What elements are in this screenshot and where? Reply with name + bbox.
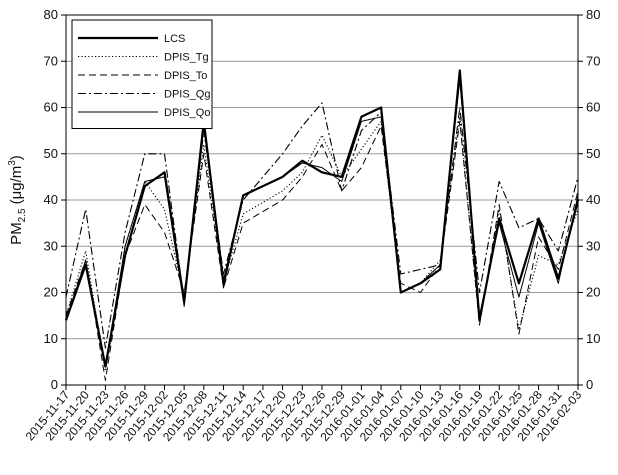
legend: LCS DPIS_Tg DPIS_To DPIS_Qg DPIS_Qo [71, 19, 213, 129]
series-line-3 [65, 120, 579, 381]
left-y-tick-label: 20 [44, 285, 58, 300]
legend-label-5: DPIS_Qo [164, 107, 210, 119]
legend-label-2: DPIS_Tg [164, 52, 209, 64]
left-y-tick-label: 70 [44, 53, 58, 68]
legend-label-4: DPIS_Qg [164, 89, 210, 101]
x-axis: 2015-11-172015-11-202015-11-232015-11-26… [23, 385, 585, 444]
right-y-tick-label: 10 [586, 331, 600, 346]
right-y-axis: 0 10 20 30 40 50 60 70 80 [578, 7, 600, 392]
left-y-tick-label: 50 [44, 146, 58, 161]
legend-label-3: DPIS_To [164, 70, 207, 82]
y-label-main: PM [8, 222, 25, 245]
left-y-axis: 0 10 20 30 40 50 60 70 80 [44, 7, 66, 392]
left-y-tick-label: 40 [44, 192, 58, 207]
y-axis-label: PM2.5 (μg/m3) [7, 155, 28, 245]
y-label-unit-close: ) [8, 155, 25, 160]
right-y-tick-label: 80 [586, 7, 600, 22]
right-y-tick-label: 50 [586, 146, 600, 161]
left-y-tick-label: 0 [51, 377, 58, 392]
right-y-tick-label: 60 [586, 100, 600, 115]
right-y-tick-label: 40 [586, 192, 600, 207]
right-y-tick-label: 30 [586, 238, 600, 253]
series-line-5 [65, 79, 579, 367]
legend-label-1: LCS [164, 33, 185, 45]
right-y-tick-label: 70 [586, 53, 600, 68]
right-y-tick-label: 0 [586, 377, 593, 392]
y-label-unit: (μg/m [8, 166, 25, 205]
series-layer [64, 69, 580, 381]
series-line-4 [65, 102, 579, 349]
right-y-tick-label: 20 [586, 285, 600, 300]
left-y-tick-label: 80 [44, 7, 58, 22]
left-y-tick-label: 30 [44, 238, 58, 253]
y-label-sub: 2.5 [17, 208, 28, 222]
left-y-tick-label: 10 [44, 331, 58, 346]
series-line-2 [65, 116, 579, 372]
y-label-unit-sup: 3 [7, 160, 18, 166]
left-y-tick-label: 60 [44, 100, 58, 115]
